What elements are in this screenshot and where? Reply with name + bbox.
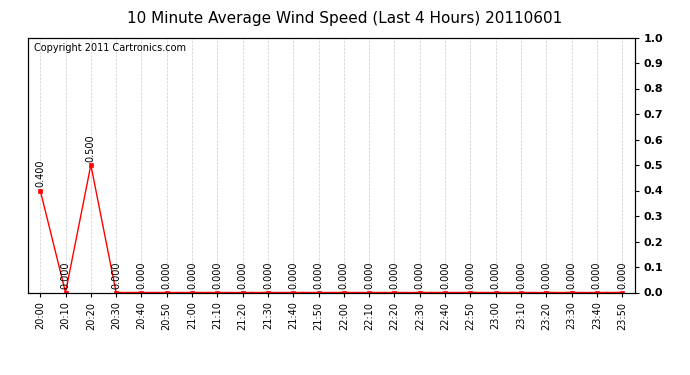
Text: 0.000: 0.000 [187, 262, 197, 290]
Text: 0.000: 0.000 [592, 262, 602, 290]
Text: 0.000: 0.000 [237, 262, 248, 290]
Text: 0.000: 0.000 [389, 262, 400, 290]
Text: 10 Minute Average Wind Speed (Last 4 Hours) 20110601: 10 Minute Average Wind Speed (Last 4 Hou… [128, 11, 562, 26]
Text: 0.000: 0.000 [566, 262, 577, 290]
Text: 0.000: 0.000 [465, 262, 475, 290]
Text: 0.000: 0.000 [541, 262, 551, 290]
Text: 0.000: 0.000 [339, 262, 349, 290]
Text: 0.000: 0.000 [617, 262, 627, 290]
Text: 0.000: 0.000 [137, 262, 146, 290]
Text: 0.000: 0.000 [516, 262, 526, 290]
Text: 0.000: 0.000 [364, 262, 374, 290]
Text: 0.000: 0.000 [111, 262, 121, 290]
Text: 0.000: 0.000 [213, 262, 222, 290]
Text: 0.000: 0.000 [491, 262, 501, 290]
Text: 0.000: 0.000 [288, 262, 298, 290]
Text: 0.400: 0.400 [35, 160, 46, 188]
Text: 0.000: 0.000 [415, 262, 425, 290]
Text: 0.000: 0.000 [263, 262, 273, 290]
Text: 0.000: 0.000 [61, 262, 70, 290]
Text: Copyright 2011 Cartronics.com: Copyright 2011 Cartronics.com [34, 43, 186, 52]
Text: 0.000: 0.000 [161, 262, 172, 290]
Text: 0.000: 0.000 [440, 262, 450, 290]
Text: 0.500: 0.500 [86, 134, 96, 162]
Text: 0.000: 0.000 [313, 262, 324, 290]
